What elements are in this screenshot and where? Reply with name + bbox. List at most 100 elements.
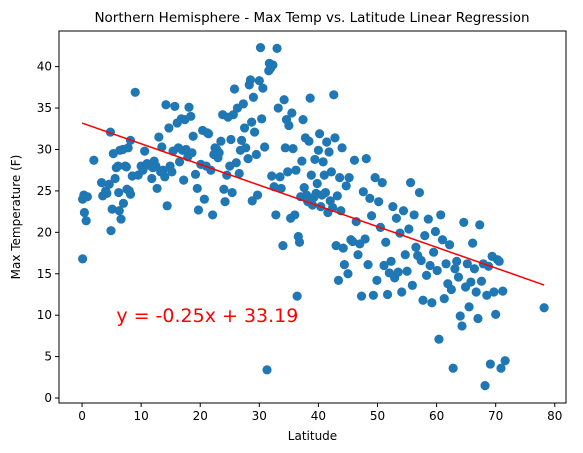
x-tick-label: 80: [547, 409, 562, 423]
data-point: [402, 266, 412, 276]
data-point: [319, 170, 329, 180]
x-tick-label: 0: [78, 409, 86, 423]
data-point: [160, 172, 170, 182]
data-point: [491, 309, 501, 319]
data-point: [464, 302, 474, 312]
data-point: [344, 173, 354, 183]
data-point: [326, 167, 337, 177]
data-point: [388, 202, 398, 212]
data-point: [462, 259, 472, 269]
data-point: [102, 188, 112, 198]
data-point: [79, 207, 90, 218]
data-point: [441, 259, 451, 269]
data-point: [370, 173, 380, 183]
data-point: [89, 155, 99, 165]
data-point: [421, 270, 432, 281]
data-point: [187, 148, 197, 158]
data-point: [123, 143, 133, 153]
data-point: [82, 192, 92, 202]
data-point: [349, 155, 360, 165]
data-point: [251, 149, 261, 160]
data-point: [272, 43, 282, 53]
data-point: [104, 179, 114, 189]
data-point: [358, 187, 368, 197]
data-point: [140, 146, 150, 156]
data-point: [430, 226, 441, 237]
x-tick-label: 40: [311, 409, 326, 423]
data-point: [409, 210, 419, 220]
data-point: [268, 60, 278, 70]
y-axis-label: Max Temperature (F): [9, 155, 23, 280]
data-point: [434, 334, 444, 344]
data-point: [500, 356, 510, 366]
data-point: [372, 275, 382, 285]
data-point: [420, 231, 430, 241]
data-point: [485, 359, 495, 369]
data-point: [425, 260, 435, 271]
data-point: [125, 189, 136, 199]
data-point: [257, 114, 267, 124]
data-point: [482, 290, 492, 300]
data-point: [416, 255, 426, 266]
data-point: [239, 123, 250, 133]
y-tick-label: 0: [44, 391, 52, 405]
y-tick-label: 20: [37, 225, 52, 239]
data-point: [254, 76, 264, 86]
data-point: [333, 275, 344, 285]
data-point: [229, 84, 240, 94]
data-point: [304, 136, 314, 146]
data-point: [258, 83, 268, 93]
data-point: [157, 142, 167, 152]
data-point: [107, 204, 117, 214]
x-tick-label: 30: [252, 409, 267, 423]
data-point: [341, 181, 351, 191]
data-point: [337, 143, 347, 153]
data-point: [231, 158, 241, 168]
data-point: [427, 298, 437, 308]
data-point: [382, 289, 393, 300]
chart-title: Northern Hemisphere - Max Temp vs. Latit…: [94, 10, 529, 26]
regression-line: [81, 122, 545, 286]
y-tick-label: 30: [37, 142, 52, 156]
data-point: [167, 167, 177, 177]
data-point: [114, 206, 124, 216]
data-point: [368, 290, 378, 300]
data-point: [106, 226, 116, 236]
data-point: [121, 162, 131, 172]
data-point: [436, 210, 446, 220]
data-point: [238, 99, 248, 109]
data-point: [147, 173, 157, 184]
data-point: [404, 224, 414, 234]
data-point: [322, 137, 332, 147]
data-point: [276, 183, 286, 194]
data-point: [280, 143, 290, 153]
data-point: [310, 154, 320, 165]
data-point: [214, 148, 224, 158]
data-point: [113, 161, 123, 171]
data-point: [249, 127, 260, 137]
data-point: [278, 240, 288, 251]
x-tick-label: 60: [429, 409, 444, 423]
data-point: [236, 135, 247, 145]
data-point: [539, 303, 549, 313]
y-tick-label: 35: [37, 101, 52, 115]
data-point: [220, 197, 230, 207]
data-point: [291, 165, 301, 175]
data-point: [339, 260, 350, 270]
data-point: [361, 153, 371, 164]
data-point: [305, 93, 315, 103]
data-point: [423, 214, 433, 224]
data-point: [418, 295, 428, 305]
data-point: [299, 182, 309, 193]
data-point: [480, 381, 490, 391]
data-point: [332, 191, 342, 201]
data-point: [356, 291, 367, 301]
data-point: [164, 123, 174, 133]
data-point: [252, 190, 263, 200]
data-point: [248, 92, 259, 102]
x-axis-label: Latitude: [288, 429, 337, 443]
data-point: [227, 187, 237, 198]
data-point: [306, 170, 316, 180]
